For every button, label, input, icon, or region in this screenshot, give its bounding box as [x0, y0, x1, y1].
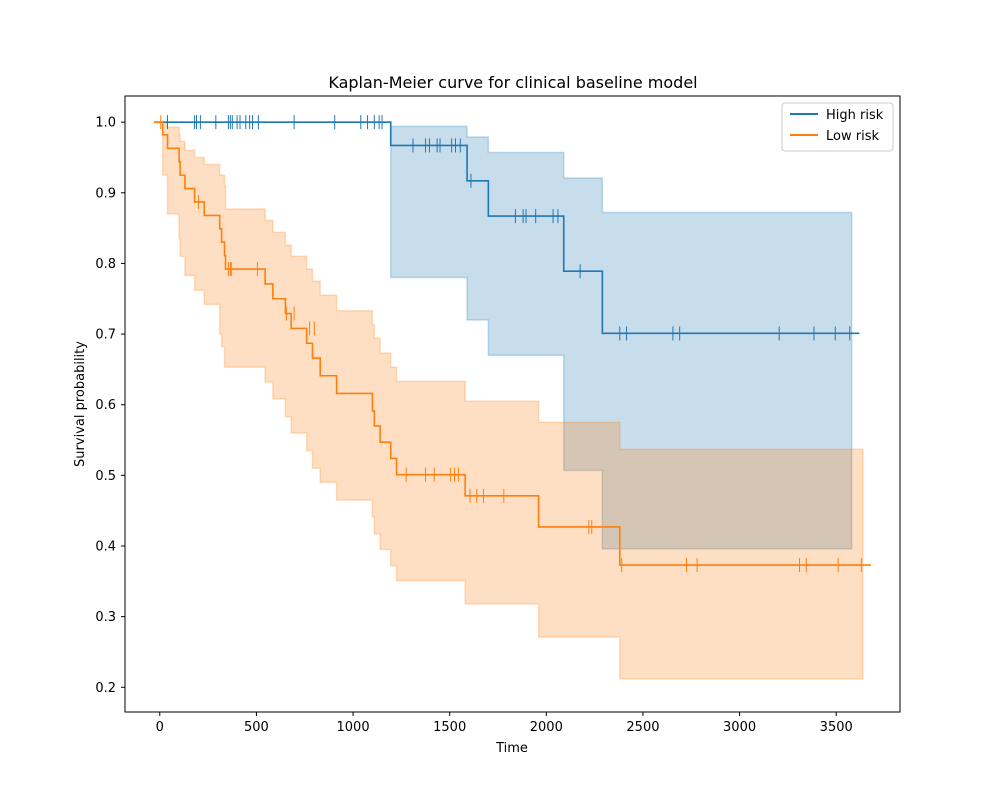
chart-title: Kaplan-Meier curve for clinical baseline…: [328, 73, 697, 92]
survival-lines: [153, 121, 872, 566]
y-tick-label: 0.7: [95, 328, 116, 343]
x-tick-label: 2000: [530, 720, 563, 735]
confidence-bands: [153, 121, 864, 680]
plot-frame: [124, 95, 901, 713]
x-tick-label: 500: [244, 720, 269, 735]
legend-label-high-risk: High risk: [826, 108, 884, 123]
y-tick-label: 0.2: [95, 681, 116, 696]
censor-marks: [160, 115, 862, 573]
survival-line-high-risk: [153, 121, 860, 335]
x-tick-label: 2500: [626, 720, 659, 735]
y-tick-label: 0.6: [95, 398, 116, 413]
legend: High risk Low risk: [781, 102, 894, 152]
y-tick-label: 0.9: [95, 186, 116, 201]
x-tick-label: 0: [156, 720, 164, 735]
y-tick-label: 0.5: [95, 469, 116, 484]
x-tick-label: 1500: [433, 720, 466, 735]
legend-label-low-risk: Low risk: [826, 129, 879, 144]
ci-band-high-risk: [153, 121, 853, 550]
x-tick-label: 3500: [820, 720, 853, 735]
survival-line-low-risk: [153, 121, 872, 566]
ci-band-low-risk: [153, 121, 864, 680]
x-tick-label: 3000: [723, 720, 756, 735]
x-axis: 0 500 1000 1500 2000 2500 3000 3500: [156, 712, 853, 735]
x-tick-label: 1000: [337, 720, 370, 735]
y-tick-label: 0.3: [95, 610, 116, 625]
y-axis-title: Survival probability: [73, 341, 88, 467]
y-tick-label: 0.4: [95, 539, 116, 554]
y-tick-label: 1.0: [95, 116, 116, 131]
y-axis: 0.2 0.3 0.4 0.5 0.6 0.7 0.8 0.9 1.0: [95, 116, 125, 696]
x-axis-title: Time: [495, 741, 528, 756]
plot-area: [153, 115, 872, 680]
y-tick-label: 0.8: [95, 257, 116, 272]
